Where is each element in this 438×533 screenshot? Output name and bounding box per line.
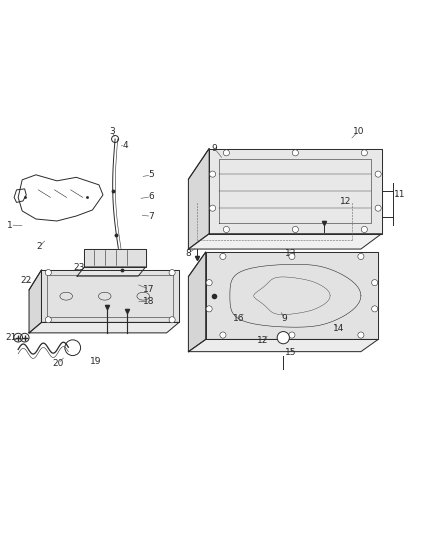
Text: 8: 8 xyxy=(186,249,191,258)
Polygon shape xyxy=(29,270,42,333)
Text: 2: 2 xyxy=(36,243,42,252)
Circle shape xyxy=(220,332,226,338)
Text: 22: 22 xyxy=(21,276,32,285)
Circle shape xyxy=(223,227,230,232)
Text: 21: 21 xyxy=(5,333,16,342)
Text: 18: 18 xyxy=(143,297,155,306)
Circle shape xyxy=(169,317,175,323)
Circle shape xyxy=(289,253,295,260)
Text: 16: 16 xyxy=(233,314,244,324)
Circle shape xyxy=(371,306,378,312)
Circle shape xyxy=(209,171,215,177)
Circle shape xyxy=(206,280,212,286)
Circle shape xyxy=(375,171,381,177)
Circle shape xyxy=(292,227,298,232)
Text: 20: 20 xyxy=(53,359,64,368)
Text: 23: 23 xyxy=(74,263,85,272)
Circle shape xyxy=(223,150,230,156)
Text: 11: 11 xyxy=(395,190,406,199)
Circle shape xyxy=(277,332,290,344)
Text: 9: 9 xyxy=(282,314,287,324)
Polygon shape xyxy=(29,322,179,333)
Polygon shape xyxy=(188,252,206,352)
Circle shape xyxy=(45,270,51,276)
Text: 14: 14 xyxy=(333,324,345,333)
Text: 12: 12 xyxy=(257,336,268,345)
Text: 7: 7 xyxy=(148,212,154,221)
Text: 19: 19 xyxy=(90,357,102,366)
Circle shape xyxy=(220,253,226,260)
Text: 3: 3 xyxy=(109,127,115,136)
Text: 17: 17 xyxy=(143,285,155,294)
Circle shape xyxy=(45,317,51,323)
Text: 13: 13 xyxy=(285,249,297,258)
Circle shape xyxy=(206,306,212,312)
Polygon shape xyxy=(188,149,209,249)
Circle shape xyxy=(361,227,367,232)
Polygon shape xyxy=(42,270,179,322)
Text: 1: 1 xyxy=(7,221,13,230)
Polygon shape xyxy=(188,340,378,352)
Text: 15: 15 xyxy=(285,348,297,357)
Circle shape xyxy=(358,253,364,260)
Circle shape xyxy=(289,332,295,338)
Polygon shape xyxy=(188,233,381,249)
Text: 6: 6 xyxy=(148,192,154,201)
Polygon shape xyxy=(77,267,145,276)
Polygon shape xyxy=(206,252,378,340)
Circle shape xyxy=(292,150,298,156)
Circle shape xyxy=(358,332,364,338)
Text: 12: 12 xyxy=(340,197,351,206)
Polygon shape xyxy=(209,149,381,233)
Text: 9: 9 xyxy=(212,144,218,153)
Circle shape xyxy=(361,150,367,156)
Text: 4: 4 xyxy=(122,141,128,150)
Circle shape xyxy=(371,280,378,286)
Circle shape xyxy=(209,205,215,211)
Text: 5: 5 xyxy=(148,171,154,179)
Circle shape xyxy=(375,205,381,211)
Circle shape xyxy=(169,270,175,276)
Text: 10: 10 xyxy=(353,127,364,136)
Polygon shape xyxy=(85,248,145,267)
